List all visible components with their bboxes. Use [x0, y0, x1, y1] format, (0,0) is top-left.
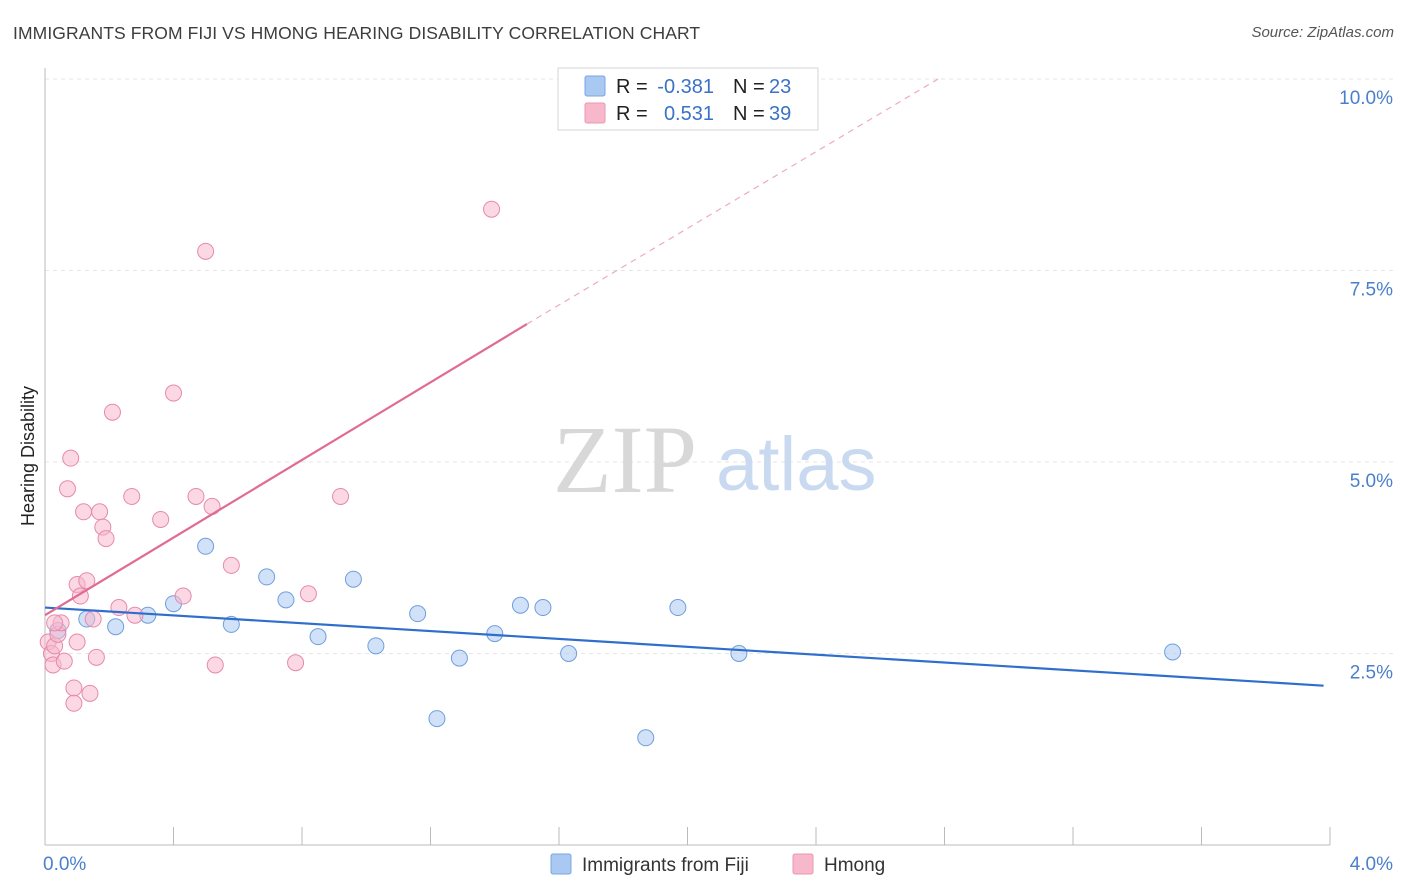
point-hmong-33 [222, 556, 240, 574]
stats-legend: R = -0.381 N = 23 R = 0.531 N = 39 [557, 67, 819, 131]
point-hmong-36 [332, 487, 350, 505]
x-tick-labels: 0.0% 4.0% [43, 854, 1393, 875]
y-axis-label: Hearing Disability [18, 386, 38, 526]
point-hmong-14 [75, 503, 93, 521]
point-hmong-12 [68, 633, 86, 651]
point-fiji-2 [107, 618, 125, 636]
y-tick-labels: 2.5% 5.0% 7.5% 10.0% [1339, 88, 1393, 684]
chart-source: Source: ZipAtlas.com [1251, 24, 1394, 41]
point-fiji-11 [367, 637, 385, 655]
watermark-atlas: atlas [716, 422, 877, 507]
stats-legend-swatch-fiji [584, 75, 606, 97]
point-hmong-24 [123, 487, 141, 505]
series-legend-swatch-fiji [550, 853, 572, 875]
point-hmong-17 [84, 610, 102, 628]
x-tick-label-0: 0.0% [43, 854, 86, 875]
stats-legend-n-value-fiji: 23 [769, 76, 791, 98]
stats-legend-r-label-hmong: R = [616, 103, 648, 125]
trend-line-fiji [44, 606, 1324, 687]
trend-line-hmong-extension [526, 78, 939, 325]
y-tick-label-2: 7.5% [1350, 280, 1393, 301]
point-hmong-30 [197, 242, 215, 260]
point-hmong-35 [299, 585, 317, 603]
watermark-zip: ZIP [553, 406, 697, 513]
stats-legend-n-label-hmong: N = [733, 103, 765, 125]
point-hmong-19 [91, 503, 109, 521]
grid-lines [45, 78, 1395, 654]
trend-line-hmong [44, 323, 528, 617]
point-hmong-28 [174, 587, 192, 605]
watermark: ZIP atlas [553, 406, 877, 513]
point-hmong-38 [46, 614, 64, 632]
point-fiji-7 [258, 568, 276, 586]
point-hmong-37 [483, 200, 501, 218]
y-tick-label-1: 5.0% [1350, 471, 1393, 492]
stats-legend-r-label-fiji: R = [616, 76, 648, 98]
y-tick-label-3: 10.0% [1339, 88, 1393, 109]
axes [44, 68, 1331, 846]
series-legend-swatch-hmong [792, 853, 814, 875]
point-hmong-6 [55, 652, 73, 670]
point-hmong-8 [62, 449, 80, 467]
data-points [39, 200, 1182, 747]
point-hmong-10 [65, 694, 83, 712]
point-hmong-27 [165, 384, 182, 402]
point-fiji-18 [560, 645, 578, 662]
point-fiji-21 [730, 645, 748, 662]
chart-title: IMMIGRANTS FROM FIJI VS HMONG HEARING DI… [13, 23, 701, 43]
point-hmong-29 [187, 487, 205, 505]
trend-lines [44, 78, 1324, 687]
point-hmong-16 [81, 684, 99, 702]
point-hmong-9 [65, 679, 83, 697]
point-fiji-16 [511, 596, 529, 614]
series-legend-label-hmong: Hmong [824, 855, 885, 876]
stats-legend-r-value-hmong: 0.531 [664, 103, 714, 125]
point-fiji-13 [450, 649, 468, 667]
point-hmong-22 [103, 403, 121, 421]
point-hmong-32 [206, 656, 224, 674]
point-fiji-6 [222, 615, 240, 633]
point-hmong-21 [97, 530, 115, 548]
point-fiji-14 [428, 710, 446, 728]
point-fiji-17 [534, 599, 552, 617]
point-fiji-20 [669, 599, 687, 617]
point-hmong-25 [126, 606, 144, 624]
x-tick-label-1: 4.0% [1350, 854, 1393, 875]
point-fiji-5 [197, 537, 215, 555]
point-fiji-10 [344, 570, 362, 588]
point-hmong-34 [287, 654, 305, 672]
stats-legend-r-value-fiji: -0.381 [657, 76, 714, 98]
point-hmong-18 [87, 648, 105, 666]
point-fiji-9 [309, 628, 327, 646]
y-tick-label-0: 2.5% [1350, 663, 1393, 684]
point-fiji-19 [637, 729, 655, 747]
point-hmong-7 [58, 480, 76, 498]
series-legend: Immigrants from Fiji Hmong [550, 853, 885, 876]
stats-legend-swatch-hmong [584, 102, 606, 124]
point-fiji-12 [409, 605, 427, 623]
point-fiji-8 [277, 591, 295, 609]
point-fiji-22 [1164, 643, 1182, 661]
stats-legend-n-label-fiji: N = [733, 76, 765, 98]
stats-legend-n-value-hmong: 39 [769, 103, 791, 125]
point-hmong-26 [152, 510, 170, 528]
series-legend-label-fiji: Immigrants from Fiji [582, 855, 749, 876]
